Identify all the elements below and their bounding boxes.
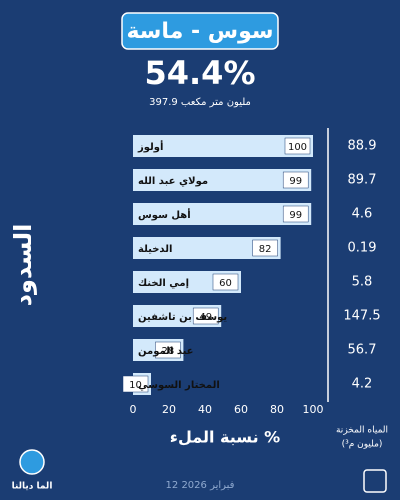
value-label: 99	[289, 176, 302, 187]
stored-unit: (مليون م³)	[342, 440, 383, 450]
y-axis-label: السدود	[9, 224, 37, 307]
value-label: 28	[162, 346, 175, 357]
category-label: مولاي عبد الله	[138, 176, 208, 187]
stored-value: 147.5	[343, 309, 380, 324]
stored-value: 4.2	[352, 377, 373, 392]
value-label-box	[282, 171, 309, 189]
value-label-box	[155, 341, 181, 359]
subtitle: 397.9 مليون متر مكعب	[149, 97, 251, 108]
stored-header: المياه المخزنة	[336, 426, 388, 436]
category-label: إمي الخنك	[138, 278, 189, 289]
title-box	[121, 12, 279, 50]
chart-title: سوس - ماسة	[126, 19, 273, 44]
x-tick-label: 60	[234, 403, 248, 416]
logo: الما ديالنا	[12, 482, 53, 492]
corner-icon	[363, 469, 387, 493]
value-label-box	[282, 205, 309, 223]
value-label-box	[284, 137, 311, 155]
x-tick-label: 100	[303, 403, 324, 416]
value-label: 100	[288, 142, 307, 153]
value-label-box	[122, 375, 149, 393]
category-label: عبد المومن	[138, 346, 194, 357]
x-axis-label: نسبة الملء %	[170, 428, 280, 447]
stored-value: 5.8	[352, 275, 373, 290]
stored-value: 56.7	[348, 343, 377, 358]
bar	[133, 135, 313, 157]
bar	[133, 203, 312, 225]
category-label: الدخيلة	[138, 244, 172, 255]
x-tick-label: 40	[198, 403, 212, 416]
x-tick-label: 20	[162, 403, 176, 416]
category-label: المختار السوسي	[138, 380, 220, 391]
category-label: أهل سوس	[138, 208, 191, 221]
stored-value: 89.7	[348, 173, 377, 188]
logo-icon	[19, 449, 45, 475]
value-label: 10	[129, 380, 142, 391]
bar	[133, 237, 281, 259]
date: 12 فبراير 2026	[166, 480, 235, 491]
stored-value: 0.19	[348, 241, 377, 256]
x-tick-label: 0	[130, 403, 137, 416]
stored-value: 88.9	[348, 139, 377, 154]
value-label-box	[192, 307, 219, 325]
value-label: 99	[289, 210, 302, 221]
value-label: 60	[219, 278, 232, 289]
headline: 54.4%	[144, 54, 255, 92]
value-label: 49	[199, 312, 212, 323]
stored-value: 4.6	[352, 207, 373, 222]
value-label-box	[252, 239, 278, 257]
category-label: يوسف بن تاشفين	[138, 312, 227, 323]
category-label: أولوز	[137, 140, 163, 153]
bar	[133, 169, 312, 191]
value-label-box	[212, 273, 239, 291]
x-tick-label: 80	[270, 403, 284, 416]
value-label: 82	[259, 244, 272, 255]
